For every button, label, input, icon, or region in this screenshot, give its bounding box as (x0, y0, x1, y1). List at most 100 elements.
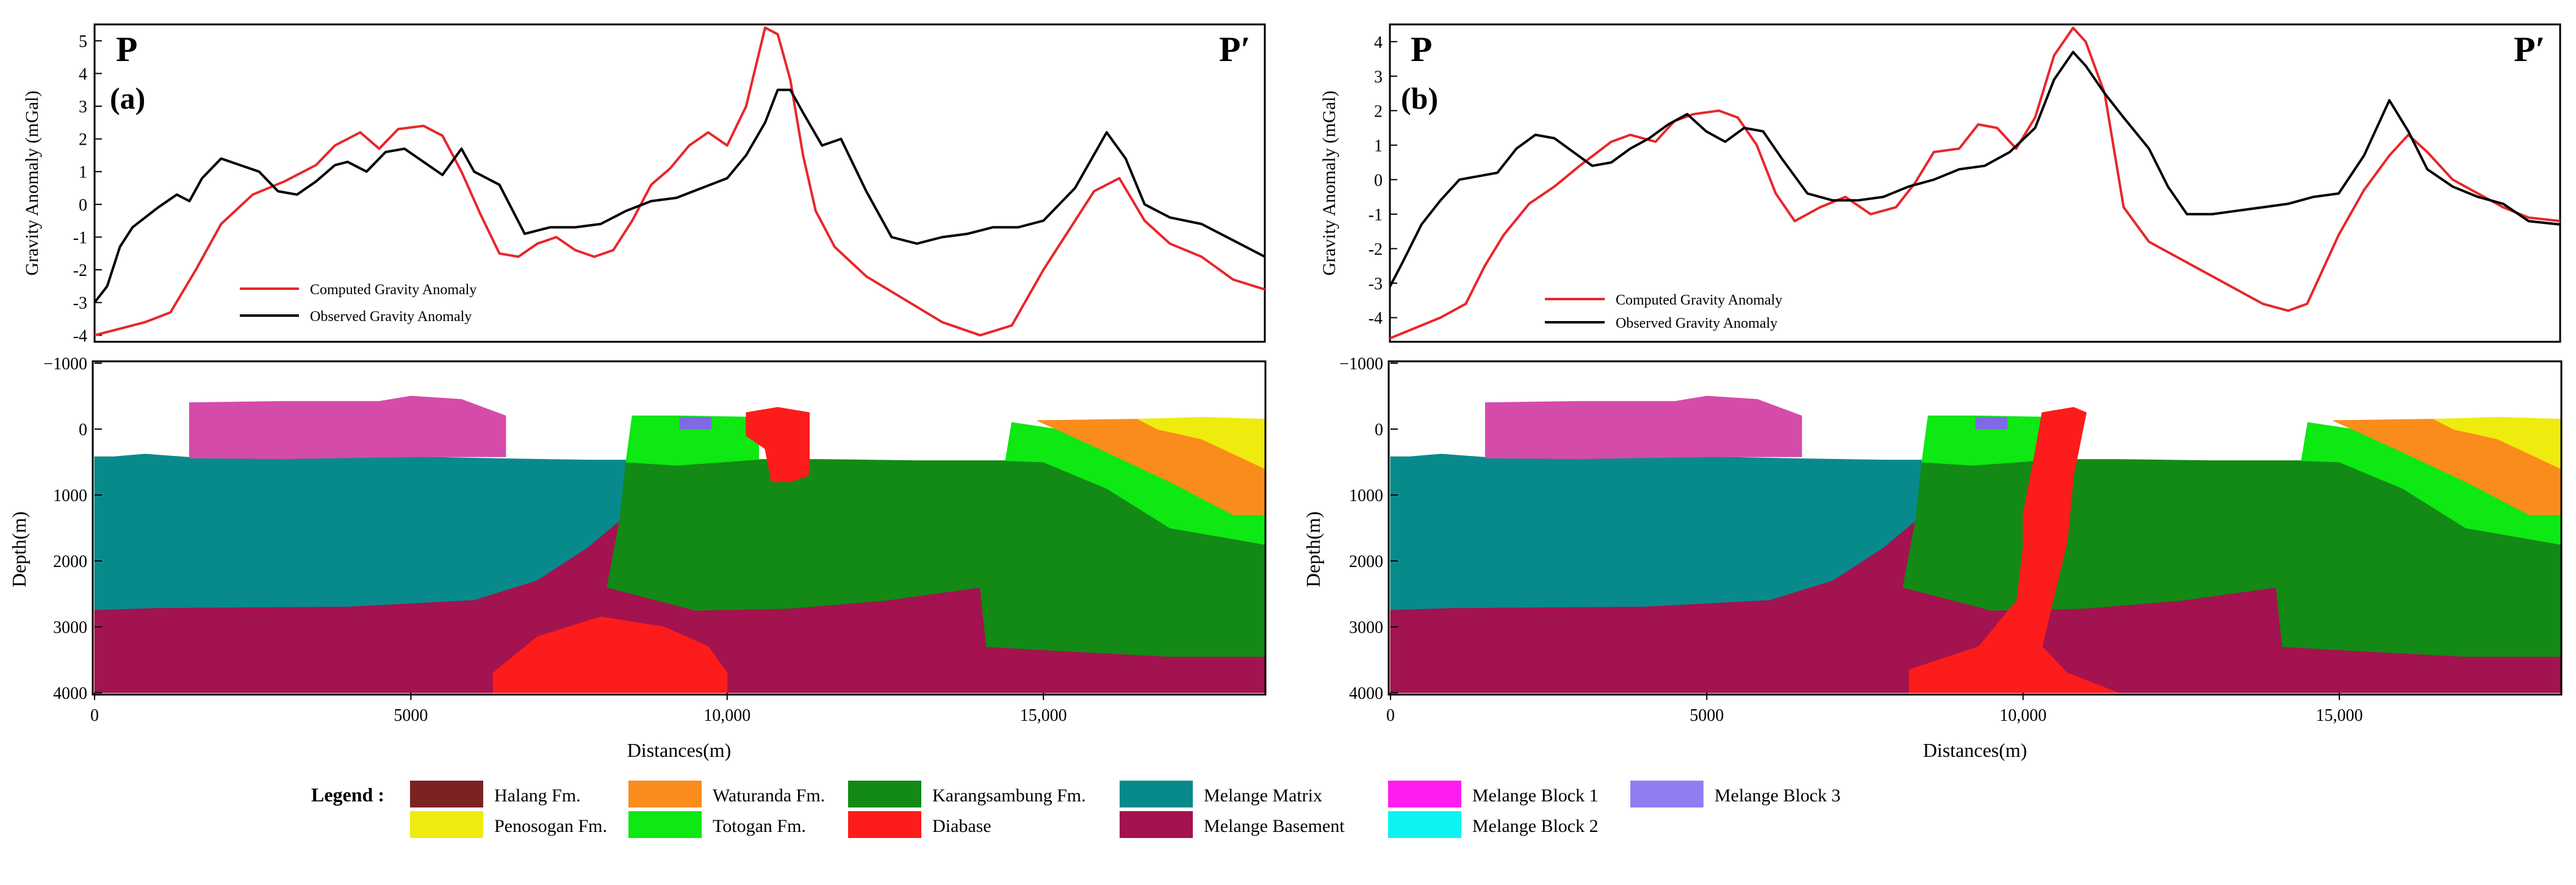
gravity-ytick-label-b: -4 (1369, 309, 1383, 328)
profile-start-label-a: P (116, 29, 137, 69)
depth-ylabel-a: Depth(m) (8, 511, 30, 587)
unit-karangsambung-fm-a (606, 459, 1265, 657)
legend-label-computed-a: Computed Gravity Anomaly (310, 282, 477, 298)
legend-swatch-waturanda-fm (628, 781, 702, 807)
gravity-ytick-label-b: -1 (1369, 206, 1383, 225)
legend-swatch-melange-block-2 (1388, 811, 1461, 838)
depth-ytick-label-b: 1000 (1349, 486, 1383, 505)
gravity-ytick-label-a: -1 (73, 228, 87, 247)
depth-ytick-label-a: −1000 (43, 355, 87, 374)
distance-xtick-label-b: 15,000 (2316, 706, 2363, 725)
legend-label-melange-block-2: Melange Block 2 (1472, 816, 1599, 836)
panel-tag-b: (b) (1401, 81, 1438, 115)
depth-ytick-label-b: 3000 (1349, 618, 1383, 637)
legend-swatch-melange-basement (1120, 811, 1193, 838)
gravity-plot-b-frame (1389, 23, 2561, 343)
legend-label-diabase: Diabase (932, 816, 991, 836)
distance-xlabel-b: Distances(m) (1923, 739, 2027, 761)
profile-start-label-b: P (1411, 29, 1432, 69)
depth-model-a-frame (92, 360, 1267, 696)
unit-melange-block-3-b (1975, 417, 2008, 430)
legend-label-observed-a: Observed Gravity Anomaly (310, 309, 472, 325)
depth-model-b-frame (1387, 360, 2563, 696)
gravity-ytick-label-b: -3 (1369, 275, 1383, 294)
legend-swatch-halang-fm (410, 781, 483, 807)
unit-diabase-b (1909, 406, 2118, 693)
gravity-ytick-label-b: 3 (1374, 68, 1383, 87)
gravity-plot-a: 5 4 3 2 1 0 -1 -2 -3 -4 P P′ (a) Gravity Anomaly … (22, 23, 1266, 345)
gravity-ytick-label-a: 4 (79, 65, 87, 84)
legend-label-melange-block-1: Melange Block 1 (1472, 786, 1599, 806)
legend-label-penosogan-fm: Penosogan Fm. (494, 816, 607, 836)
panel-tag-a: (a) (110, 81, 145, 115)
unit-totogan-fm-a (625, 415, 760, 466)
gravity-ytick-label-b: -2 (1369, 240, 1383, 259)
distance-xlabel-a: Distances(m) (627, 739, 732, 761)
legend-label-melange-block-3: Melange Block 3 (1714, 786, 1841, 806)
depth-ytick-label-a: 4000 (53, 684, 87, 703)
gravity-ytick-label-a: -4 (73, 327, 87, 345)
gravity-plot-a-frame (93, 23, 1266, 343)
legend-swatch-totogan-fm (628, 811, 702, 838)
gravity-ytick-label-b: 2 (1374, 102, 1383, 121)
gravity-legend-b: Computed Gravity Anomaly Observed Gravit… (1545, 292, 1782, 331)
legend-title: Legend : (311, 784, 384, 806)
depth-ytick-label-b: 2000 (1349, 552, 1383, 571)
distance-xtick-label-a: 0 (90, 706, 99, 725)
unit-diabase-a (746, 406, 810, 482)
legend-swatch-melange-matrix (1120, 781, 1193, 807)
legend-label-totogan-fm: Totogan Fm. (713, 816, 806, 836)
depth-ytick-label-b: 4000 (1349, 684, 1383, 703)
gravity-ytick-label-a: 3 (79, 98, 87, 117)
legend-label-melange-basement: Melange Basement (1204, 816, 1345, 836)
gravity-ytick-label-a: 5 (79, 32, 87, 51)
unit-diabase-a (492, 616, 728, 693)
gravity-ytick-label-a: 0 (79, 196, 87, 215)
gravity-ytick-label-b: 4 (1374, 33, 1383, 52)
depth-ylabel-b: Depth(m) (1302, 511, 1324, 587)
gravity-ytick-label-a: -3 (73, 294, 87, 313)
legend-swatch-melange-block-1 (1388, 781, 1461, 807)
legend-swatch-penosogan-fm (410, 811, 483, 838)
gravity-plot-b: 4 3 2 1 0 -1 -2 -3 -4 P P′ (b) Gravity Anomaly (… (1319, 23, 2561, 343)
profile-end-label-b: P′ (2514, 29, 2545, 69)
depth-ytick-label-a: 2000 (53, 552, 87, 571)
unit-melange-block-3-a (679, 417, 712, 430)
unit-legend: Legend : Halang Fm. Penosogan Fm. Waturand… (311, 781, 1841, 838)
distance-xtick-label-a: 10,000 (703, 706, 750, 725)
legend-label-waturanda-fm: Waturanda Fm. (713, 786, 825, 806)
legend-label-karangsambung-fm: Karangsambung Fm. (932, 786, 1086, 806)
gravity-ylabel-a: Gravity Anomaly (mGal) (22, 90, 42, 275)
gravity-ytick-label-a: 2 (79, 131, 87, 150)
panel-b: 4 3 2 1 0 -1 -2 -3 -4 P P′ (b) Gravity Anomaly (… (1302, 23, 2563, 761)
distance-xtick-label-b: 10,000 (1999, 706, 2046, 725)
distance-xtick-label-a: 15,000 (1020, 706, 1067, 725)
distance-xtick-label-a: 5000 (394, 706, 428, 725)
legend-label-computed-b: Computed Gravity Anomaly (1616, 292, 1782, 308)
legend-swatch-karangsambung-fm (848, 781, 921, 807)
legend-label-melange-matrix: Melange Matrix (1204, 786, 1322, 806)
observed-gravity-line-b (1389, 51, 2561, 287)
depth-ytick-label-b: 0 (1375, 421, 1383, 439)
legend-label-observed-b: Observed Gravity Anomaly (1616, 316, 1777, 331)
gravity-ylabel-b: Gravity Anomaly (mGal) (1319, 90, 1339, 275)
legend-swatch-melange-block-3 (1630, 781, 1704, 807)
computed-gravity-line-a (94, 26, 1265, 337)
gravity-ytick-label-b: 0 (1374, 171, 1383, 190)
profile-end-label-a: P′ (1219, 29, 1251, 69)
distance-xtick-label-b: 5000 (1689, 706, 1724, 725)
depth-ytick-label-a: 0 (79, 421, 87, 439)
gravity-ytick-label-a: 1 (79, 163, 87, 182)
unit-melange-block-2-a (189, 396, 506, 460)
unit-melange-block-2-b (1485, 396, 1802, 460)
gravity-legend-a: Computed Gravity Anomaly Observed Gravit… (240, 282, 477, 325)
gravity-ytick-label-a: -2 (73, 261, 87, 280)
panel-a: 5 4 3 2 1 0 -1 -2 -3 -4 P P′ (a) Gravity Anomaly … (8, 23, 1267, 761)
gravity-ytick-label-b: 1 (1374, 137, 1383, 156)
depth-ytick-label-a: 1000 (53, 486, 87, 505)
distance-xtick-label-b: 0 (1386, 706, 1395, 725)
depth-ytick-label-b: −1000 (1339, 355, 1383, 374)
